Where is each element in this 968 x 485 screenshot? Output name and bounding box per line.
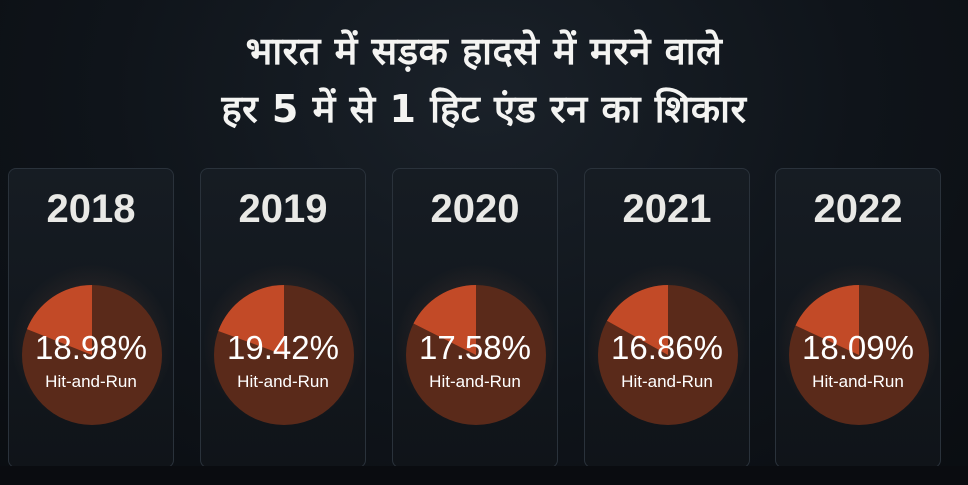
pie-slice-hit-and-run (26, 285, 93, 355)
slice-caption: Hit-and-Run (621, 372, 713, 391)
percentage-label: 19.42% (227, 329, 339, 366)
pie-card: 2021 16.86% Hit-and-Run (584, 168, 750, 468)
headline-line-1: भारत में सड़क हादसे में मरने वाले (245, 29, 723, 73)
pie-card: 2020 17.58% Hit-and-Run (392, 168, 558, 468)
pie-slice-hit-and-run (218, 285, 284, 355)
pie-card: 2022 18.09% Hit-and-Run (775, 168, 941, 468)
pie-card: 2019 19.42% Hit-and-Run (200, 168, 366, 468)
pie-slice-hit-and-run (606, 285, 668, 355)
percentage-label: 18.98% (35, 329, 147, 366)
year-label: 2019 (238, 187, 328, 231)
pie-cards: 2018 18.98% Hit-and-Run 2019 19.42% Hit-… (8, 168, 960, 468)
pie-slice-hit-and-run (795, 285, 859, 355)
year-label: 2022 (813, 187, 903, 231)
slice-caption: Hit-and-Run (812, 372, 904, 391)
bottom-bar (0, 466, 968, 485)
percentage-label: 17.58% (419, 329, 531, 366)
pie-chart (789, 285, 929, 425)
pie-chart (598, 285, 738, 425)
pie-chart (406, 285, 546, 425)
year-label: 2020 (430, 187, 520, 231)
year-label: 2021 (622, 187, 712, 231)
headline: भारत में सड़क हादसे में मरने वाले हर 5 म… (0, 22, 968, 138)
percentage-label: 18.09% (802, 329, 914, 366)
pie-chart (214, 285, 354, 425)
slice-caption: Hit-and-Run (237, 372, 329, 391)
slice-caption: Hit-and-Run (45, 372, 137, 391)
headline-line-2: हर 5 में से 1 हिट एंड रन का शिकार (221, 87, 747, 131)
slice-caption: Hit-and-Run (429, 372, 521, 391)
percentage-label: 16.86% (611, 329, 723, 366)
pie-card: 2018 18.98% Hit-and-Run (8, 168, 174, 468)
pie-chart (22, 285, 162, 425)
year-label: 2018 (46, 187, 136, 231)
pie-slice-hit-and-run (413, 285, 476, 355)
